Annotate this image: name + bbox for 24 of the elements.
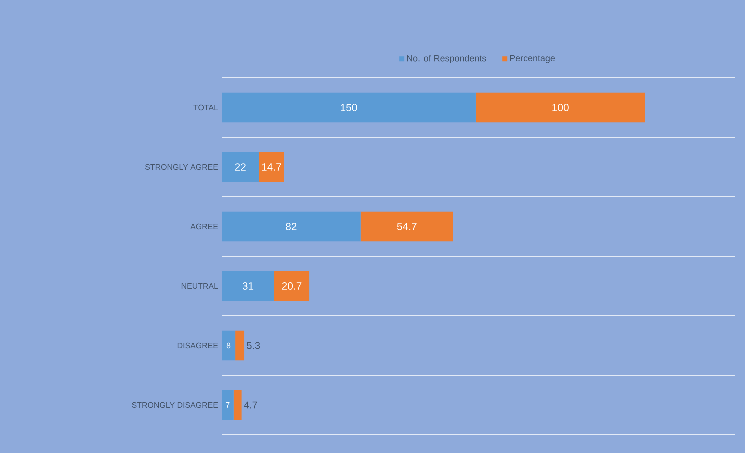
data-label: 22 (235, 164, 246, 171)
legend-label: No. of Respondents (407, 55, 486, 64)
bar (274, 271, 310, 302)
data-label: 150 (341, 104, 358, 112)
bar (476, 92, 646, 123)
bar (222, 390, 234, 420)
data-label: 14.7 (262, 164, 282, 171)
bar (236, 330, 245, 361)
bar (222, 212, 361, 242)
bar (222, 92, 476, 123)
data-label: 82 (286, 223, 297, 230)
data-label: 5.3 (247, 342, 260, 350)
legend-label: Percentage (510, 55, 556, 64)
bar (259, 152, 284, 182)
bar (222, 330, 236, 361)
data-label: 54.7 (397, 223, 417, 230)
data-label: 100 (552, 104, 569, 112)
bar (360, 212, 454, 242)
bar (222, 271, 274, 302)
bar (234, 390, 242, 420)
bar (222, 152, 260, 182)
data-label: 4.7 (244, 402, 258, 409)
data-label: 31 (242, 282, 254, 290)
data-label: 20.7 (282, 282, 302, 290)
